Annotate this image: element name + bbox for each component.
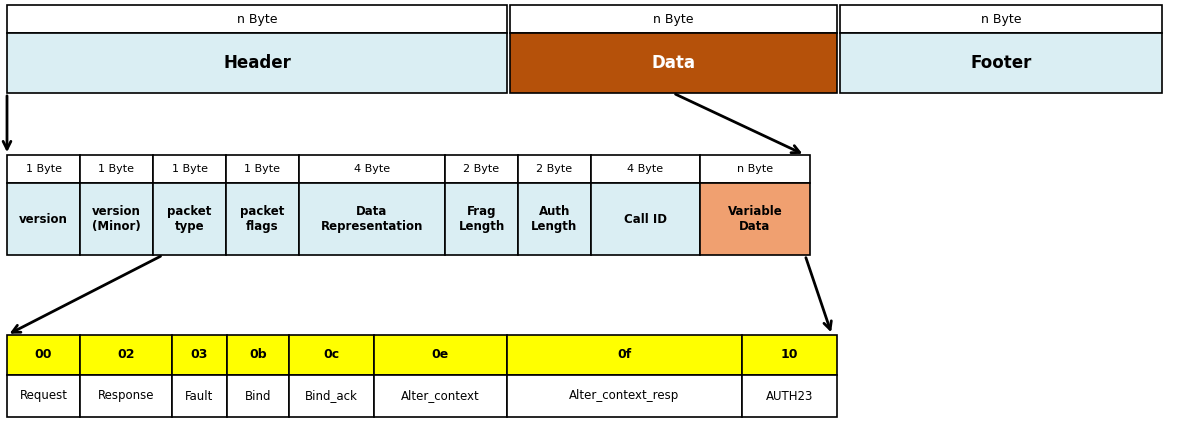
Text: n Byte: n Byte <box>237 12 278 26</box>
Text: 02: 02 <box>118 348 134 362</box>
Bar <box>227 375 290 417</box>
Text: n Byte: n Byte <box>653 12 693 26</box>
Text: 4 Byte: 4 Byte <box>354 164 390 174</box>
Bar <box>518 183 591 255</box>
Text: Frag
Length: Frag Length <box>458 205 505 233</box>
Text: 0e: 0e <box>432 348 450 362</box>
Bar <box>374 375 507 417</box>
Bar <box>445 155 518 183</box>
Text: 1 Byte: 1 Byte <box>99 164 134 174</box>
Text: 2 Byte: 2 Byte <box>464 164 499 174</box>
Text: Fault: Fault <box>185 389 214 402</box>
Bar <box>80 335 172 375</box>
Bar <box>172 335 227 375</box>
Bar <box>299 183 445 255</box>
Bar <box>507 375 742 417</box>
Bar <box>445 183 518 255</box>
Text: 0b: 0b <box>250 348 267 362</box>
Bar <box>700 183 810 255</box>
Text: Header: Header <box>224 54 291 72</box>
Bar <box>299 155 445 183</box>
Bar <box>742 375 837 417</box>
Bar <box>290 375 374 417</box>
Text: packet
flags: packet flags <box>240 205 285 233</box>
Text: Bind: Bind <box>245 389 271 402</box>
Text: Data
Representation: Data Representation <box>321 205 424 233</box>
Text: Call ID: Call ID <box>624 212 667 226</box>
Bar <box>7 33 507 93</box>
Text: n Byte: n Byte <box>980 12 1022 26</box>
Text: Request: Request <box>20 389 67 402</box>
Text: 1 Byte: 1 Byte <box>245 164 280 174</box>
Bar <box>840 33 1162 93</box>
Text: packet
type: packet type <box>167 205 212 233</box>
Bar <box>7 375 80 417</box>
Bar <box>226 183 299 255</box>
Bar <box>80 375 172 417</box>
Bar <box>507 335 742 375</box>
Bar <box>153 155 226 183</box>
Bar <box>153 183 226 255</box>
Bar <box>374 335 507 375</box>
Text: version: version <box>19 212 68 226</box>
Bar <box>227 335 290 375</box>
Text: 1 Byte: 1 Byte <box>26 164 61 174</box>
Bar <box>226 155 299 183</box>
Text: 0f: 0f <box>618 348 632 362</box>
Bar <box>510 33 837 93</box>
Text: Alter_context_resp: Alter_context_resp <box>570 389 679 402</box>
Text: Footer: Footer <box>970 54 1032 72</box>
Bar <box>518 155 591 183</box>
Bar <box>742 335 837 375</box>
Text: 2 Byte: 2 Byte <box>537 164 572 174</box>
Bar <box>591 183 700 255</box>
Text: Response: Response <box>98 389 154 402</box>
Bar <box>510 5 837 33</box>
Text: Alter_context: Alter_context <box>401 389 480 402</box>
Text: 4 Byte: 4 Byte <box>627 164 664 174</box>
Bar <box>700 155 810 183</box>
Text: Auth
Length: Auth Length <box>531 205 578 233</box>
Bar <box>7 5 507 33</box>
Text: n Byte: n Byte <box>737 164 773 174</box>
Text: 00: 00 <box>35 348 52 362</box>
Text: Bind_ack: Bind_ack <box>305 389 358 402</box>
Text: 10: 10 <box>780 348 798 362</box>
Bar <box>840 5 1162 33</box>
Bar <box>80 183 153 255</box>
Bar <box>7 335 80 375</box>
Bar <box>591 155 700 183</box>
Text: 1 Byte: 1 Byte <box>172 164 207 174</box>
Text: 0c: 0c <box>324 348 339 362</box>
Text: version
(Minor): version (Minor) <box>92 205 141 233</box>
Bar <box>172 375 227 417</box>
Bar <box>7 155 80 183</box>
Bar <box>290 335 374 375</box>
Bar <box>80 155 153 183</box>
Text: Data: Data <box>652 54 696 72</box>
Bar <box>7 183 80 255</box>
Text: AUTH23: AUTH23 <box>766 389 813 402</box>
Text: Variable
Data: Variable Data <box>727 205 783 233</box>
Text: 03: 03 <box>191 348 208 362</box>
